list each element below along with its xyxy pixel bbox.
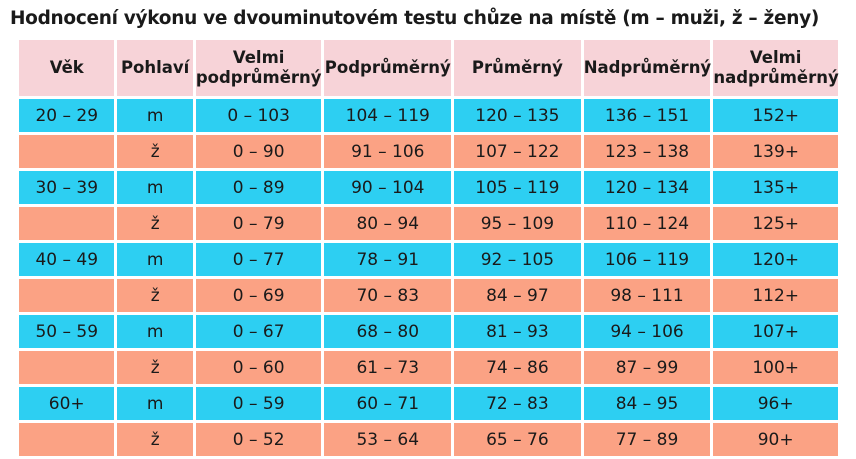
value-cell: 120 – 134 <box>583 171 711 204</box>
value-cell: 0 – 69 <box>195 279 322 312</box>
value-cell: 106 – 119 <box>583 243 711 276</box>
value-cell: 107+ <box>713 315 838 348</box>
table-row: 20 – 29 m 0 – 103 104 – 119 120 – 135 13… <box>19 99 838 132</box>
value-cell: 81 – 93 <box>454 315 581 348</box>
value-cell: 0 – 77 <box>195 243 322 276</box>
value-cell: 105 – 119 <box>454 171 581 204</box>
value-cell: 0 – 52 <box>195 423 322 456</box>
value-cell: 120 – 135 <box>454 99 581 132</box>
header-age: Věk <box>19 40 115 96</box>
table-row: ž 0 – 52 53 – 64 65 – 76 77 – 89 90+ <box>19 423 838 456</box>
value-cell: 78 – 91 <box>324 243 452 276</box>
age-cell: 60+ <box>19 387 115 420</box>
age-cell <box>19 279 115 312</box>
sex-cell: ž <box>117 207 193 240</box>
value-cell: 92 – 105 <box>454 243 581 276</box>
header-above-average: Nadprůměrný <box>583 40 711 96</box>
age-cell: 40 – 49 <box>19 243 115 276</box>
table-row: ž 0 – 69 70 – 83 84 – 97 98 – 111 112+ <box>19 279 838 312</box>
table-row: 30 – 39 m 0 – 89 90 – 104 105 – 119 120 … <box>19 171 838 204</box>
age-cell <box>19 135 115 168</box>
value-cell: 94 – 106 <box>583 315 711 348</box>
value-cell: 152+ <box>713 99 838 132</box>
age-cell: 30 – 39 <box>19 171 115 204</box>
sex-cell: m <box>117 387 193 420</box>
sex-cell: m <box>117 99 193 132</box>
value-cell: 91 – 106 <box>324 135 452 168</box>
value-cell: 96+ <box>713 387 838 420</box>
table-row: ž 0 – 79 80 – 94 95 – 109 110 – 124 125+ <box>19 207 838 240</box>
value-cell: 139+ <box>713 135 838 168</box>
sex-cell: m <box>117 243 193 276</box>
value-cell: 72 – 83 <box>454 387 581 420</box>
performance-table: Věk Pohlaví Velmi podprůměrný Podprůměrný… <box>16 37 841 459</box>
value-cell: 0 – 60 <box>195 351 322 384</box>
sex-cell: m <box>117 315 193 348</box>
age-cell: 50 – 59 <box>19 315 115 348</box>
header-average: Průměrný <box>454 40 581 96</box>
table-row: ž 0 – 60 61 – 73 74 – 86 87 – 99 100+ <box>19 351 838 384</box>
age-cell <box>19 351 115 384</box>
value-cell: 110 – 124 <box>583 207 711 240</box>
value-cell: 0 – 59 <box>195 387 322 420</box>
header-very-above-average: Velmi nadprůměrný <box>713 40 839 96</box>
value-cell: 53 – 64 <box>324 423 452 456</box>
sex-cell: ž <box>117 351 193 384</box>
value-cell: 125+ <box>713 207 838 240</box>
value-cell: 104 – 119 <box>324 99 452 132</box>
value-cell: 120+ <box>713 243 838 276</box>
value-cell: 0 – 79 <box>195 207 322 240</box>
value-cell: 90 – 104 <box>324 171 452 204</box>
value-cell: 70 – 83 <box>324 279 452 312</box>
value-cell: 0 – 103 <box>195 99 322 132</box>
sex-cell: ž <box>117 135 193 168</box>
value-cell: 90+ <box>713 423 838 456</box>
value-cell: 0 – 90 <box>195 135 322 168</box>
value-cell: 74 – 86 <box>454 351 581 384</box>
sex-cell: m <box>117 171 193 204</box>
sex-cell: ž <box>117 279 193 312</box>
value-cell: 60 – 71 <box>324 387 452 420</box>
header-below-average: Podprůměrný <box>324 40 452 96</box>
header-sex: Pohlaví <box>117 40 193 96</box>
value-cell: 61 – 73 <box>324 351 452 384</box>
value-cell: 107 – 122 <box>454 135 581 168</box>
value-cell: 0 – 89 <box>195 171 322 204</box>
value-cell: 112+ <box>713 279 838 312</box>
age-cell <box>19 207 115 240</box>
value-cell: 123 – 138 <box>583 135 711 168</box>
value-cell: 68 – 80 <box>324 315 452 348</box>
table-row: 40 – 49 m 0 – 77 78 – 91 92 – 105 106 – … <box>19 243 838 276</box>
value-cell: 84 – 95 <box>583 387 711 420</box>
table-row: ž 0 – 90 91 – 106 107 – 122 123 – 138 13… <box>19 135 838 168</box>
value-cell: 65 – 76 <box>454 423 581 456</box>
value-cell: 77 – 89 <box>583 423 711 456</box>
header-row: Věk Pohlaví Velmi podprůměrný Podprůměrný… <box>19 40 839 96</box>
table-title: Hodnocení výkonu ve dvouminutovém testu … <box>10 8 820 29</box>
value-cell: 135+ <box>713 171 838 204</box>
value-cell: 0 – 67 <box>195 315 322 348</box>
value-cell: 98 – 111 <box>583 279 711 312</box>
header-very-below-average: Velmi podprůměrný <box>195 40 322 96</box>
value-cell: 100+ <box>713 351 838 384</box>
value-cell: 87 – 99 <box>583 351 711 384</box>
age-cell: 20 – 29 <box>19 99 115 132</box>
value-cell: 84 – 97 <box>454 279 581 312</box>
age-cell <box>19 423 115 456</box>
table-row: 50 – 59 m 0 – 67 68 – 80 81 – 93 94 – 10… <box>19 315 838 348</box>
sex-cell: ž <box>117 423 193 456</box>
value-cell: 136 – 151 <box>583 99 711 132</box>
table-row: 60+ m 0 – 59 60 – 71 72 – 83 84 – 95 96+ <box>19 387 838 420</box>
value-cell: 95 – 109 <box>454 207 581 240</box>
value-cell: 80 – 94 <box>324 207 452 240</box>
